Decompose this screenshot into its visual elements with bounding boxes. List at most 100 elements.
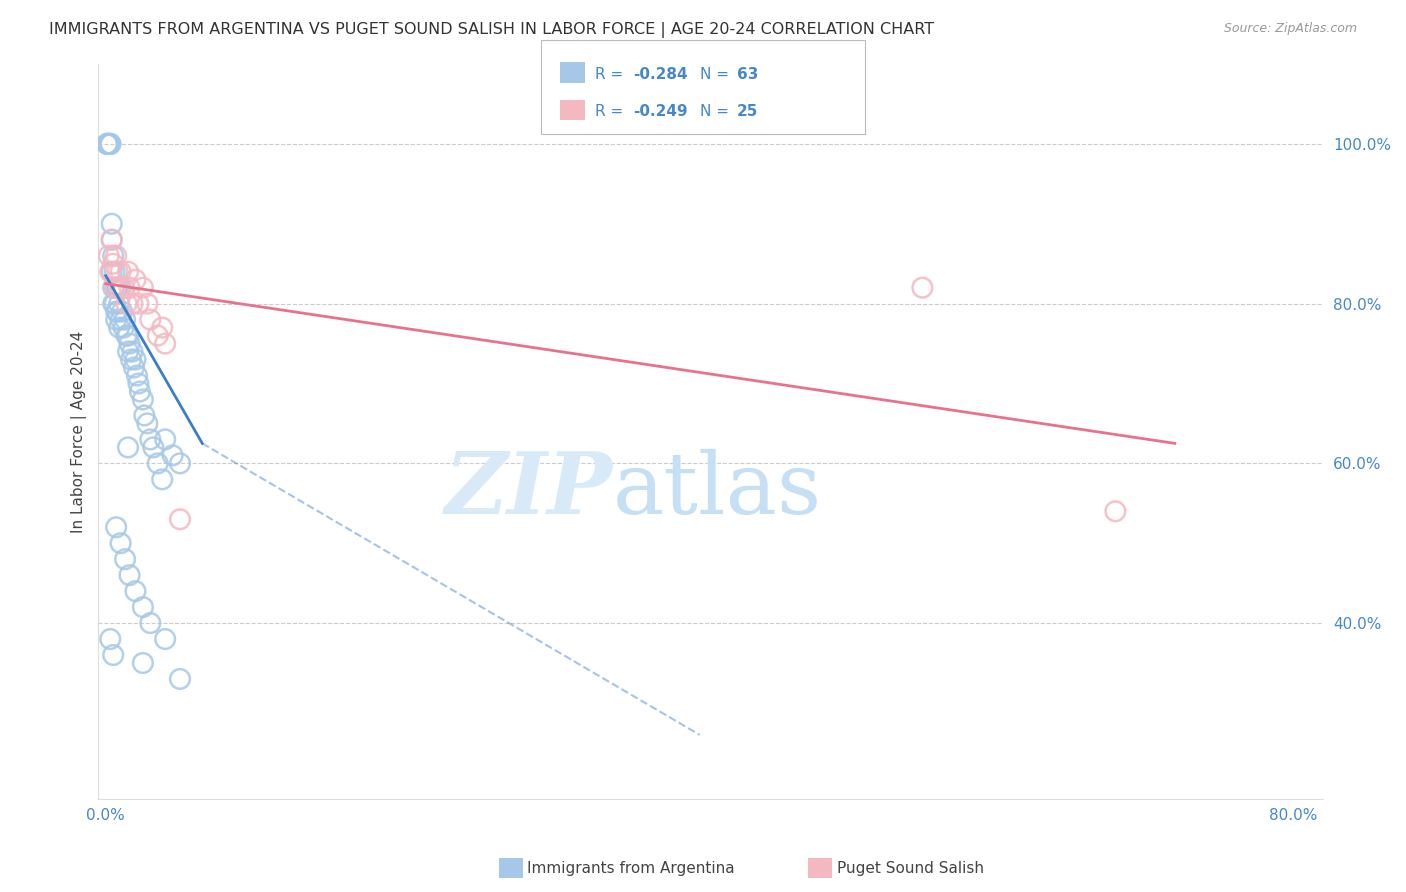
Point <box>121 344 143 359</box>
Text: atlas: atlas <box>613 449 823 532</box>
Point <box>108 320 131 334</box>
Point <box>107 265 129 279</box>
Point <box>98 265 121 279</box>
Point <box>103 648 125 662</box>
Point <box>105 249 128 263</box>
Point <box>104 265 127 279</box>
Point <box>117 265 139 279</box>
Point <box>136 296 159 310</box>
Point <box>114 312 136 326</box>
Point <box>110 280 132 294</box>
Point <box>127 376 149 391</box>
Point <box>100 265 122 279</box>
Point <box>117 344 139 359</box>
Point <box>117 328 139 343</box>
Point <box>139 433 162 447</box>
Point <box>97 249 120 263</box>
Point <box>108 280 131 294</box>
Text: N =: N = <box>700 104 734 119</box>
Point <box>118 280 141 294</box>
Point <box>105 280 128 294</box>
Text: Immigrants from Argentina: Immigrants from Argentina <box>527 862 735 876</box>
Point <box>139 616 162 631</box>
Point <box>105 304 128 318</box>
Point <box>124 352 146 367</box>
Point <box>124 584 146 599</box>
Point <box>97 136 120 151</box>
Point <box>142 441 165 455</box>
Point <box>169 512 191 526</box>
Point <box>110 536 132 550</box>
Text: -0.249: -0.249 <box>633 104 688 119</box>
Text: IMMIGRANTS FROM ARGENTINA VS PUGET SOUND SALISH IN LABOR FORCE | AGE 20-24 CORRE: IMMIGRANTS FROM ARGENTINA VS PUGET SOUND… <box>49 22 935 38</box>
Text: Puget Sound Salish: Puget Sound Salish <box>837 862 984 876</box>
Y-axis label: In Labor Force | Age 20-24: In Labor Force | Age 20-24 <box>72 330 87 533</box>
Point <box>98 136 121 151</box>
Text: R =: R = <box>595 67 628 81</box>
Point <box>114 552 136 566</box>
Point <box>107 280 129 294</box>
Point <box>105 520 128 534</box>
Point <box>124 273 146 287</box>
Point <box>153 433 176 447</box>
Point <box>103 296 125 310</box>
Point <box>169 456 191 470</box>
Text: N =: N = <box>700 67 734 81</box>
Point <box>110 265 132 279</box>
Point <box>96 136 118 151</box>
Point <box>162 449 184 463</box>
Point <box>104 296 127 310</box>
Text: -0.284: -0.284 <box>633 67 688 81</box>
Point <box>118 568 141 582</box>
Point <box>134 409 156 423</box>
Point <box>115 328 138 343</box>
Point <box>98 136 121 151</box>
Point <box>122 360 145 375</box>
Text: 25: 25 <box>737 104 758 119</box>
Point <box>112 320 135 334</box>
Point <box>146 328 169 343</box>
Text: ZIP: ZIP <box>444 449 613 532</box>
Point <box>132 280 155 294</box>
Point <box>104 280 127 294</box>
Point <box>110 312 132 326</box>
Point <box>98 136 121 151</box>
Point <box>111 304 134 318</box>
Point <box>117 441 139 455</box>
Point <box>139 312 162 326</box>
Point <box>96 136 118 151</box>
Point <box>108 296 131 310</box>
Point <box>911 280 934 294</box>
Point <box>98 632 121 646</box>
Point <box>107 304 129 318</box>
Point <box>153 632 176 646</box>
Point <box>112 280 135 294</box>
Point <box>1104 504 1126 518</box>
Point <box>127 296 149 310</box>
Point <box>121 296 143 310</box>
Point <box>105 312 128 326</box>
Text: 63: 63 <box>737 67 758 81</box>
Point <box>125 368 148 383</box>
Point <box>100 233 122 247</box>
Point <box>132 600 155 615</box>
Point <box>96 136 118 151</box>
Point <box>97 136 120 151</box>
Point <box>115 296 138 310</box>
Point <box>136 417 159 431</box>
Point <box>103 249 125 263</box>
Point <box>97 136 120 151</box>
Point <box>146 456 169 470</box>
Text: Source: ZipAtlas.com: Source: ZipAtlas.com <box>1223 22 1357 36</box>
Text: R =: R = <box>595 104 628 119</box>
Point <box>150 320 173 334</box>
Point <box>132 392 155 407</box>
Point <box>120 352 142 367</box>
Point <box>150 472 173 486</box>
Point <box>103 257 125 271</box>
Point <box>100 233 122 247</box>
Point <box>132 656 155 670</box>
Point <box>118 336 141 351</box>
Point <box>169 672 191 686</box>
Point <box>153 336 176 351</box>
